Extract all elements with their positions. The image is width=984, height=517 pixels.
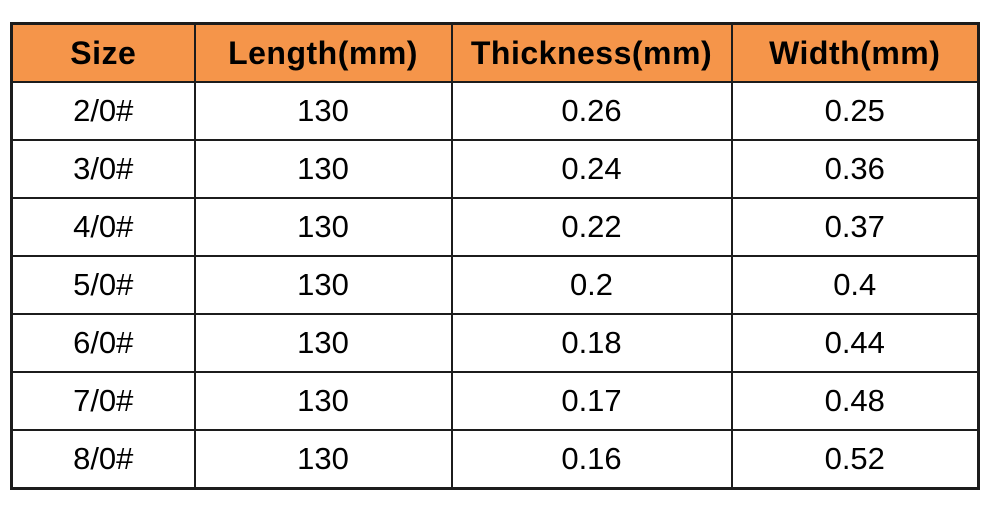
column-header-length: Length(mm) (193, 22, 453, 83)
cell-size: 5/0# (10, 255, 196, 315)
cell-size: 4/0# (10, 197, 196, 257)
cell-size: 3/0# (10, 139, 196, 199)
size-spec-table: Size Length(mm) Thickness(mm) Width(mm) … (10, 22, 980, 490)
cell-thickness: 0.17 (450, 371, 733, 431)
cell-length: 130 (193, 255, 453, 315)
column-header-width: Width(mm) (730, 22, 980, 83)
cell-width: 0.52 (730, 429, 980, 490)
column-header-thickness: Thickness(mm) (450, 22, 733, 83)
table-row: 6/0# 130 0.18 0.44 (10, 313, 980, 373)
cell-size: 7/0# (10, 371, 196, 431)
column-header-size: Size (10, 22, 196, 83)
cell-length: 130 (193, 371, 453, 431)
table-row: 7/0# 130 0.17 0.48 (10, 371, 980, 431)
cell-thickness: 0.16 (450, 429, 733, 490)
cell-width: 0.37 (730, 197, 980, 257)
cell-size: 8/0# (10, 429, 196, 490)
cell-size: 2/0# (10, 81, 196, 141)
cell-length: 130 (193, 81, 453, 141)
cell-thickness: 0.18 (450, 313, 733, 373)
table-row: 2/0# 130 0.26 0.25 (10, 81, 980, 141)
cell-thickness: 0.24 (450, 139, 733, 199)
cell-thickness: 0.2 (450, 255, 733, 315)
cell-thickness: 0.26 (450, 81, 733, 141)
table-row: 8/0# 130 0.16 0.52 (10, 429, 980, 490)
cell-width: 0.36 (730, 139, 980, 199)
cell-width: 0.4 (730, 255, 980, 315)
cell-width: 0.48 (730, 371, 980, 431)
table-row: 5/0# 130 0.2 0.4 (10, 255, 980, 315)
cell-length: 130 (193, 197, 453, 257)
cell-length: 130 (193, 313, 453, 373)
cell-width: 0.25 (730, 81, 980, 141)
cell-length: 130 (193, 139, 453, 199)
table-row: 4/0# 130 0.22 0.37 (10, 197, 980, 257)
cell-width: 0.44 (730, 313, 980, 373)
header-row: Size Length(mm) Thickness(mm) Width(mm) (10, 22, 980, 83)
cell-length: 130 (193, 429, 453, 490)
table-row: 3/0# 130 0.24 0.36 (10, 139, 980, 199)
cell-size: 6/0# (10, 313, 196, 373)
cell-thickness: 0.22 (450, 197, 733, 257)
